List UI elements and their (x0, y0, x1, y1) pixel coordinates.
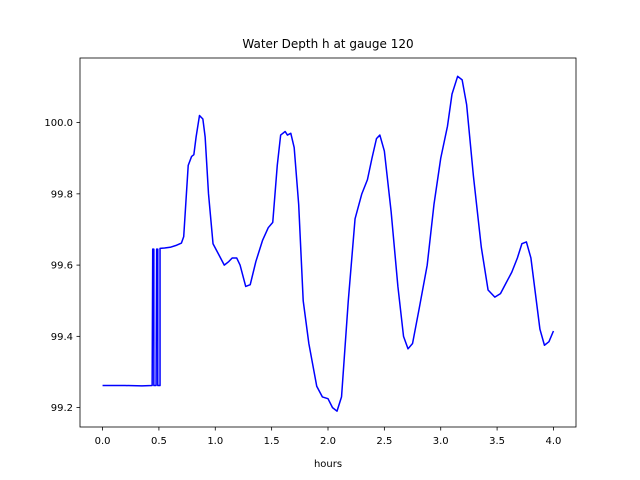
x-tick-label: 2.5 (376, 436, 392, 447)
y-tick-label: 99.2 (51, 403, 73, 414)
chart-title: Water Depth h at gauge 120 (242, 37, 413, 51)
y-tick-label: 99.4 (51, 332, 73, 343)
x-tick-label: 1.0 (207, 436, 223, 447)
x-tick-label: 3.5 (489, 436, 505, 447)
plot-area (102, 75, 555, 412)
axes-frame (79, 57, 577, 428)
y-tick-label: 100.0 (44, 118, 73, 129)
x-tick-label: 1.5 (264, 436, 280, 447)
y-ticks: 99.2 99.4 99.6 99.8 100.0 (44, 118, 80, 414)
x-tick-label: 2.0 (320, 436, 336, 447)
y-tick-label: 99.6 (51, 261, 73, 272)
y-tick-label: 99.8 (51, 189, 73, 200)
series-line (102, 75, 555, 412)
x-axis-label: hours (314, 459, 342, 470)
x-tick-label: 3.0 (433, 436, 449, 447)
x-tick-label: 4.0 (546, 436, 562, 447)
x-tick-label: 0.0 (95, 436, 111, 447)
x-ticks: 0.0 0.5 1.0 1.5 2.0 2.5 3.0 3.5 4.0 (95, 427, 562, 447)
x-tick-label: 0.5 (151, 436, 167, 447)
